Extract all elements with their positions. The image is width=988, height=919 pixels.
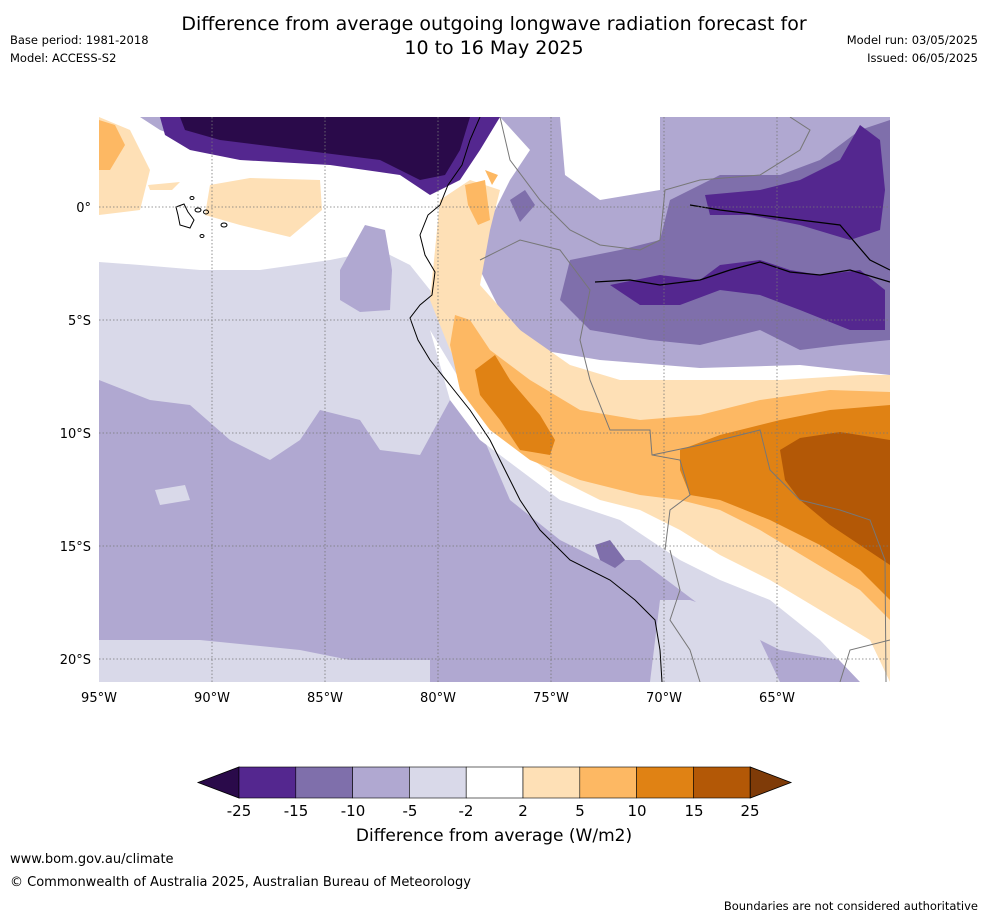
boundaries bbox=[409, 117, 890, 682]
border-peru bbox=[479, 239, 691, 551]
cb-tick-5: 5 bbox=[575, 802, 585, 820]
cb-tick-15: 15 bbox=[684, 802, 703, 820]
negro-river bbox=[689, 204, 890, 271]
cb-swatch-m25-m15 bbox=[238, 766, 297, 799]
coastline bbox=[409, 117, 663, 682]
lat-tick-5s: 5°S bbox=[68, 314, 91, 329]
field-5-10-main bbox=[450, 315, 890, 620]
chart-title: Difference from average outgoing longwav… bbox=[0, 12, 988, 60]
border-paraguay bbox=[839, 639, 890, 682]
title-line-2: 10 to 16 May 2025 bbox=[404, 37, 584, 59]
title-line-1: Difference from average outgoing longwav… bbox=[181, 13, 807, 35]
lat-tick-0: 0° bbox=[76, 201, 91, 216]
colorbar-ticks: -25 -15 -10 -5 -2 2 5 10 15 25 bbox=[227, 802, 760, 820]
cb-tick-10: 10 bbox=[627, 802, 646, 820]
field-10-15-peru bbox=[475, 355, 555, 455]
cb-swatch-m10-m5 bbox=[352, 766, 410, 799]
cb-swatch-15-25 bbox=[693, 766, 751, 799]
meta-left: Base period: 1981-2018 Model: ACCESS-S2 bbox=[10, 31, 149, 67]
issued-date: Issued: 06/05/2025 bbox=[867, 51, 978, 65]
cb-tick-25: 25 bbox=[740, 802, 759, 820]
cb-tick-m5: -5 bbox=[403, 802, 418, 820]
field-2-5-island bbox=[205, 178, 322, 237]
cb-swatch-lt-m25 bbox=[196, 766, 240, 799]
galapagos-islands bbox=[175, 196, 228, 238]
border-chile bbox=[669, 549, 701, 682]
map: 95°W 90°W 85°W 80°W 75°W 70°W 65°W 0° 5°… bbox=[60, 117, 890, 706]
cb-tick-m10: -10 bbox=[341, 802, 366, 820]
lon-tick-85w: 85°W bbox=[307, 691, 343, 706]
base-period: Base period: 1981-2018 bbox=[10, 33, 149, 47]
field-m10-m5-blob bbox=[340, 225, 392, 312]
colorbar-swatches bbox=[196, 766, 793, 799]
field-15-25 bbox=[780, 432, 890, 565]
field-m5-m2-east bbox=[650, 600, 780, 682]
colorbar: -25 -15 -10 -5 -2 2 5 10 15 25 bbox=[196, 766, 793, 820]
cb-swatch-m15-m10 bbox=[295, 766, 353, 799]
field-5-10-small bbox=[485, 170, 498, 185]
field-m5-m2-south bbox=[99, 640, 430, 682]
field-m15-m10-south bbox=[595, 540, 625, 568]
lat-tick-10s: 10°S bbox=[60, 427, 91, 442]
lon-tick-90w: 90°W bbox=[194, 691, 230, 706]
border-bolivia bbox=[651, 429, 887, 682]
amazon-river bbox=[594, 261, 890, 286]
lon-tick-80w: 80°W bbox=[420, 691, 456, 706]
lon-tick-95w: 95°W bbox=[81, 691, 117, 706]
cb-swatch-2-5 bbox=[522, 766, 581, 799]
map-field bbox=[99, 117, 890, 682]
footer-copyright: © Commonwealth of Australia 2025, Austra… bbox=[10, 875, 471, 890]
footer-disclaimer: Boundaries are not considered authoritat… bbox=[723, 899, 978, 913]
cb-tick-m15: -15 bbox=[284, 802, 309, 820]
cb-swatch-gt-25 bbox=[749, 766, 793, 799]
field-m15-m10-small bbox=[510, 190, 535, 222]
cb-swatch-m2-2 bbox=[465, 766, 524, 799]
colorbar-label: Difference from average (W/m2) bbox=[355, 826, 633, 846]
lat-ticks: 0° 5°S 10°S 15°S 20°S bbox=[60, 201, 91, 668]
cb-tick-m25: -25 bbox=[227, 802, 252, 820]
lon-tick-70w: 70°W bbox=[646, 691, 682, 706]
field-5-10-west bbox=[99, 120, 125, 170]
lon-ticks: 95°W 90°W 85°W 80°W 75°W 70°W 65°W bbox=[81, 691, 795, 706]
field-m5-m2-small bbox=[155, 485, 190, 505]
cb-swatch-10-15 bbox=[636, 766, 694, 799]
field-2-5-small bbox=[148, 182, 180, 190]
model-name: Model: ACCESS-S2 bbox=[10, 51, 117, 65]
lon-tick-75w: 75°W bbox=[533, 691, 569, 706]
model-run: Model run: 03/05/2025 bbox=[846, 33, 978, 47]
cb-tick-m2: -2 bbox=[459, 802, 474, 820]
footer-url[interactable]: www.bom.gov.au/climate bbox=[10, 852, 174, 867]
field-m25-m15-amazon bbox=[610, 260, 885, 330]
cb-tick-2: 2 bbox=[518, 802, 528, 820]
lat-tick-15s: 15°S bbox=[60, 540, 91, 555]
field-5-10-north bbox=[465, 180, 490, 225]
meta-right: Model run: 03/05/2025 Issued: 06/05/2025 bbox=[847, 31, 978, 67]
gridlines bbox=[99, 117, 890, 682]
field-m25-m15-east bbox=[705, 125, 885, 240]
lat-tick-20s: 20°S bbox=[60, 653, 91, 668]
cb-swatch-5-10 bbox=[579, 766, 637, 799]
border-north bbox=[499, 117, 811, 251]
cb-swatch-m5-m2 bbox=[409, 766, 467, 799]
lon-tick-65w: 65°W bbox=[759, 691, 795, 706]
field-white-pocket bbox=[560, 117, 660, 200]
